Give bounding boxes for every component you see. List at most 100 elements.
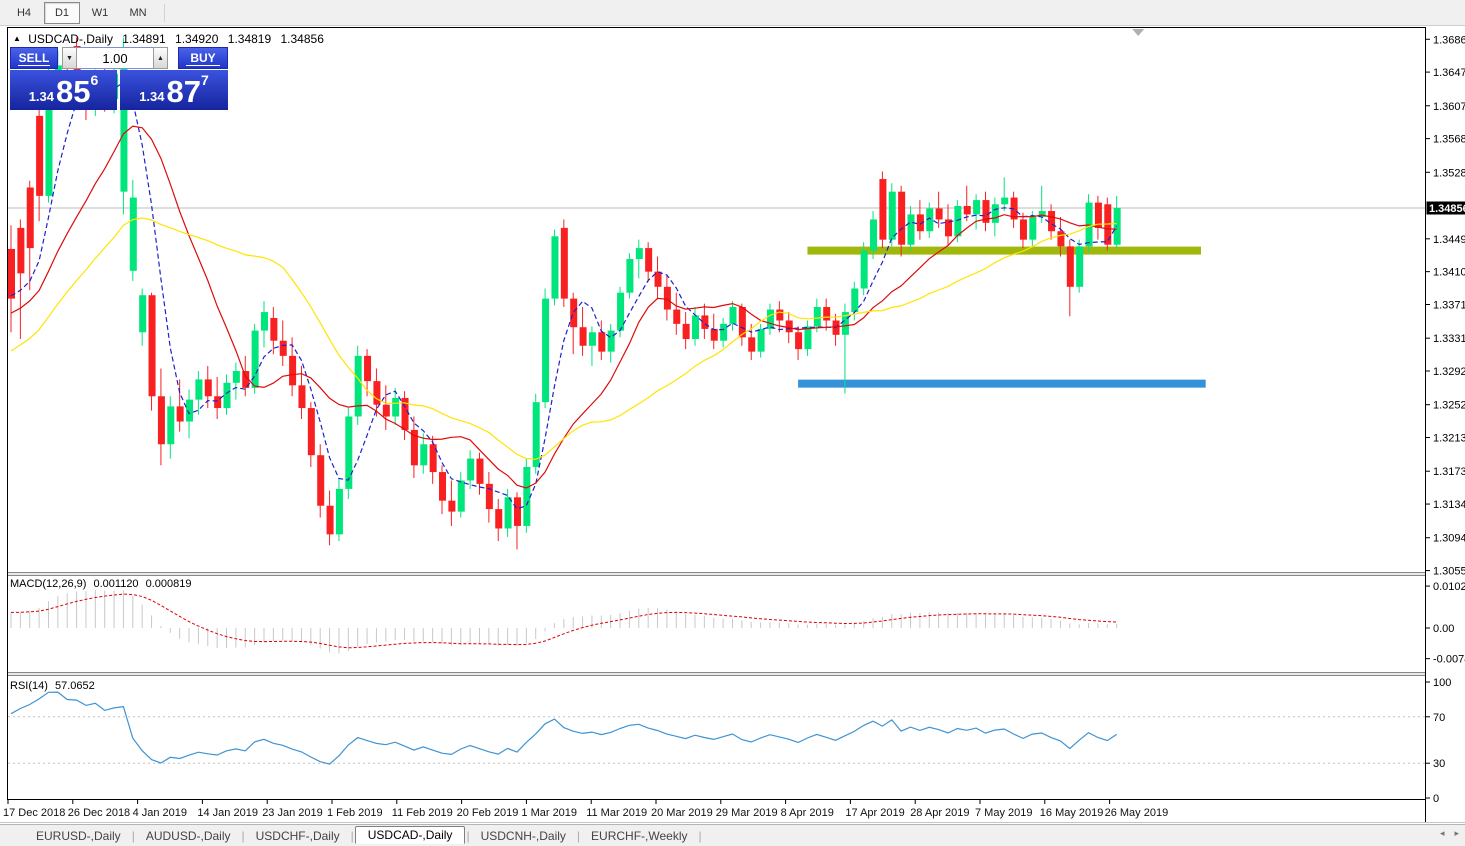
timeframe-button-h4[interactable]: H4 — [16, 6, 32, 19]
candle-body — [635, 248, 643, 260]
candle-body — [167, 406, 175, 445]
date-tick-label: 4 Jan 2019 — [133, 807, 187, 819]
symbol-tab-eurusddaily[interactable]: EURUSD-,Daily — [36, 828, 121, 843]
price-tick-label: 1.34100 — [1433, 267, 1465, 279]
rsi-tick-label: 70 — [1433, 712, 1445, 724]
timeframe-button-mn[interactable]: MN — [129, 6, 147, 19]
candle-body — [532, 402, 540, 467]
volume-increase-button[interactable]: ▲ — [153, 47, 168, 69]
candle-body — [982, 200, 990, 223]
rsi-value: 57.0652 — [54, 680, 95, 692]
candle-body — [1066, 246, 1074, 287]
symbol-marker-down-triangle-icon — [1132, 29, 1145, 36]
candle-body — [448, 500, 456, 512]
candle-body — [682, 323, 690, 340]
candle-body — [176, 406, 184, 422]
candle-body — [720, 323, 728, 341]
symbol-tab-usdcaddaily[interactable]: USDCAD-,Daily — [354, 825, 466, 844]
support-ray[interactable] — [798, 379, 1206, 388]
resistance-ray[interactable] — [807, 246, 1201, 255]
candle-body — [307, 408, 315, 456]
price-tick-label: 1.30550 — [1433, 566, 1465, 578]
buy-button[interactable]: BUY — [178, 47, 228, 69]
candle-body — [410, 429, 418, 466]
date-tick-label: 11 Mar 2019 — [586, 807, 647, 819]
ohlc-high: 1.34920 — [175, 32, 219, 46]
rsi-name-label: RSI(14) — [10, 680, 48, 692]
candle-body — [841, 312, 849, 335]
candle-body — [317, 455, 325, 506]
price-tick-label: 1.32520 — [1433, 400, 1465, 412]
macd-axis: 0.010229 0.00 -0.007477 — [1426, 581, 1465, 666]
volume-decrease-button[interactable]: ▼ — [62, 47, 77, 69]
rsi-panel — [8, 691, 1425, 765]
date-tick-label: 7 May 2019 — [975, 807, 1032, 819]
candle-body — [485, 483, 493, 510]
candle-body — [710, 328, 718, 341]
date-tick-label: 1 Mar 2019 — [521, 807, 577, 819]
buy-price-display[interactable]: 1.34 87 7 — [120, 70, 228, 110]
tab-scroll-buttons: ◂ ▸ — [1440, 828, 1459, 839]
candle-body — [382, 404, 390, 417]
macd-tick-label: 0.010229 — [1433, 581, 1465, 593]
candle-body — [551, 236, 559, 299]
rsi-axis: 100 70 30 0 — [1426, 677, 1451, 805]
symbol-tab-audusddaily[interactable]: AUDUSD-,Daily — [145, 828, 231, 843]
candle-body — [1076, 246, 1084, 287]
tab-scroll-right-icon[interactable]: ▸ — [1454, 828, 1459, 838]
sell-price-pip: 6 — [90, 72, 99, 88]
volume-input[interactable] — [77, 47, 153, 69]
candle-body — [504, 497, 512, 529]
candle-body — [289, 355, 297, 386]
timeframe-button-d1[interactable]: D1 — [44, 1, 80, 24]
sell-price-display[interactable]: 1.34 85 6 — [10, 70, 117, 110]
candle-body — [570, 298, 578, 328]
candle-body — [1019, 219, 1027, 240]
rsi-line — [10, 691, 1118, 765]
candle-body — [598, 332, 606, 352]
candle-body — [1094, 202, 1102, 228]
macd-tick-label: -0.007477 — [1433, 654, 1465, 666]
macd-label-row: MACD(12,26,9) 0.001120 0.000819 — [10, 578, 196, 590]
candle-body — [17, 227, 25, 274]
tab-scroll-left-icon[interactable]: ◂ — [1439, 828, 1445, 838]
symbol-tab-usdcnhdaily[interactable]: USDCNH-,Daily — [480, 828, 566, 843]
candle-body — [542, 298, 550, 403]
candle-body — [673, 309, 681, 324]
date-tick-label: 28 Apr 2019 — [910, 807, 969, 819]
candle-body — [232, 371, 240, 383]
candle-body — [804, 326, 812, 350]
symbol-tab-usdchfdaily[interactable]: USDCHF-,Daily — [255, 828, 340, 843]
candle-body — [139, 295, 147, 333]
timeframe-button-w1[interactable]: W1 — [91, 6, 109, 19]
candle-body — [738, 307, 746, 338]
candle-body — [186, 399, 194, 422]
candle-body — [823, 307, 831, 321]
ohlc-close: 1.34856 — [280, 32, 324, 46]
rsi-tick-label: 30 — [1433, 758, 1445, 770]
candle-body — [860, 250, 868, 289]
price-tick-label: 1.32920 — [1433, 366, 1465, 378]
candle-body — [898, 191, 906, 245]
candle-body — [851, 288, 859, 313]
candle-body — [654, 271, 662, 287]
macd-name-label: MACD(12,26,9) — [10, 578, 87, 590]
candle-body — [692, 315, 700, 340]
candle-body — [120, 59, 128, 192]
ma-mid-line — [10, 125, 1117, 489]
candle-body — [1048, 211, 1056, 232]
sell-button[interactable]: SELL — [10, 47, 58, 69]
candle-body — [36, 115, 44, 196]
candle-body — [335, 488, 343, 535]
date-tick-label: 11 Feb 2019 — [392, 807, 453, 819]
date-tick-label: 20 Feb 2019 — [457, 807, 519, 819]
candle-body — [926, 208, 934, 232]
candle-body — [579, 327, 587, 346]
candle-body — [270, 317, 278, 341]
candle-body — [373, 381, 381, 405]
candle-body — [223, 382, 231, 409]
rsi-label-row: RSI(14) 57.0652 — [10, 680, 99, 692]
symbol-tab-eurchfweekly[interactable]: EURCHF-,Weekly — [591, 828, 688, 843]
